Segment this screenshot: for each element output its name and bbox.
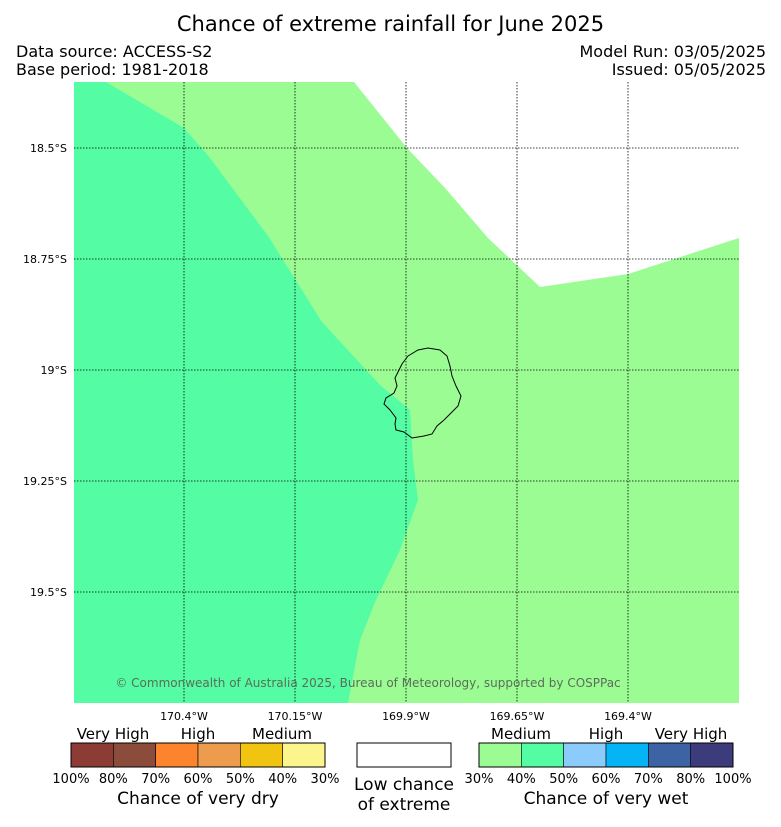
dry-very-high-label: Very High [77, 725, 150, 743]
lat-label-18-75: 18.75°S [23, 253, 67, 266]
dry-tick-label: 40% [268, 772, 297, 787]
dry-high-label: High [181, 725, 215, 743]
dry-tick-label: 80% [99, 772, 128, 787]
wet-swatch-3 [605, 742, 649, 768]
wet-tick-label: 80% [676, 772, 705, 787]
metadata-left: Data source: ACCESS-S2 Base period: 1981… [16, 43, 212, 79]
lon-label-169-4: 169.4°W [604, 710, 652, 723]
wet-medium-label: Medium [491, 725, 551, 743]
dry-tick-label: 100% [52, 772, 89, 787]
model-run-text: Model Run: 03/05/2025 [579, 42, 767, 61]
low-caption-line1: Low chance [354, 775, 454, 795]
dry-swatch-row [70, 742, 326, 768]
low-caption-line2: of extreme [358, 795, 451, 815]
map-area: © Commonwealth of Australia 2025, Bureau… [74, 82, 739, 703]
lon-label-170-15: 170.15°W [268, 710, 323, 723]
legend-low: Low chance of extreme [354, 742, 454, 815]
metadata-right: Model Run: 03/05/2025 Issued: 05/05/2025 [580, 43, 767, 79]
lat-label-19: 19°S [41, 364, 67, 377]
lon-label-170-4: 170.4°W [160, 710, 208, 723]
dry-tick-labels: 100% 80% 70% 60% 50% 40% 30% [52, 772, 339, 787]
longitude-labels: 170.4°W 170.15°W 169.9°W 169.65°W 169.4°… [160, 710, 652, 723]
issued-text: Issued: 05/05/2025 [611, 60, 766, 79]
dry-swatch-1 [113, 742, 156, 768]
region-wet-40-50 [74, 82, 418, 703]
wet-swatch-row [478, 742, 734, 768]
dry-medium-label: Medium [252, 725, 312, 743]
wet-caption: Chance of very wet [524, 789, 689, 809]
lat-label-19-25: 19.25°S [23, 475, 67, 488]
dry-tick-label: 50% [226, 772, 255, 787]
legend-wet: Medium High Very High 30% 40% 50% 60% 70% 80%… [465, 725, 752, 809]
dry-swatch-0 [70, 742, 114, 768]
lon-label-169-65: 169.65°W [490, 710, 545, 723]
dry-swatch-5 [282, 742, 326, 768]
dry-swatch-3 [197, 742, 241, 768]
wet-swatch-4 [648, 742, 691, 768]
map-title: Chance of extreme rainfall for June 2025 [176, 12, 605, 36]
wet-tick-label: 50% [549, 772, 578, 787]
legend-dry: Very High High Medium 100% 80% 70% 60% 50% 40… [52, 725, 339, 809]
dry-tick-label: 70% [141, 772, 170, 787]
wet-tick-label: 100% [714, 772, 751, 787]
dry-swatch-2 [155, 742, 199, 768]
base-period-text: Base period: 1981-2018 [16, 60, 209, 79]
wet-swatch-0 [478, 742, 522, 768]
wet-tick-label: 40% [507, 772, 536, 787]
dry-tick-label: 30% [311, 772, 340, 787]
wet-very-high-label: Very High [655, 725, 728, 743]
dry-swatch-4 [240, 742, 283, 768]
low-chance-swatch [356, 742, 452, 768]
data-source-text: Data source: ACCESS-S2 [16, 42, 213, 61]
wet-swatch-1 [521, 742, 564, 768]
wet-tick-labels: 30% 40% 50% 60% 70% 80% 100% [465, 772, 752, 787]
dry-swatch-border [70, 742, 326, 768]
wet-tick-label: 30% [465, 772, 494, 787]
dry-tick-label: 60% [184, 772, 213, 787]
wet-high-label: High [589, 725, 623, 743]
wet-tick-label: 70% [634, 772, 663, 787]
niue-island-outline [383, 347, 462, 439]
wet-swatch-border [478, 742, 734, 768]
wet-swatch-2 [563, 742, 607, 768]
latitude-labels: 18.5°S 18.75°S 19°S 19.25°S 19.5°S [23, 142, 67, 599]
lat-label-18-5: 18.5°S [30, 142, 67, 155]
wet-swatch-5 [690, 742, 734, 768]
graticule [74, 82, 739, 703]
copyright-text: © Commonwealth of Australia 2025, Bureau… [115, 676, 620, 690]
lat-label-19-5: 19.5°S [30, 586, 67, 599]
lon-label-169-9: 169.9°W [382, 710, 430, 723]
dry-caption: Chance of very dry [117, 789, 279, 809]
wet-tick-label: 60% [592, 772, 621, 787]
